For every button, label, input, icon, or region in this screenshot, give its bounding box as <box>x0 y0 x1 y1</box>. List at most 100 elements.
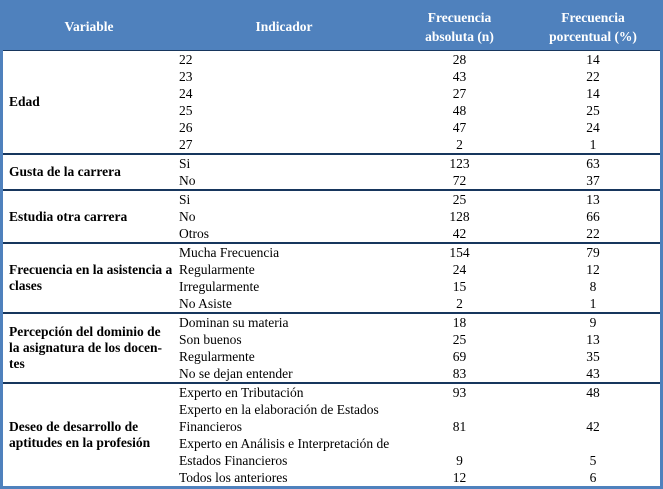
absolute-frequency-cell: 123 <box>449 156 470 171</box>
table-row: 22 28 14 <box>175 51 660 68</box>
table-row: Dominan su materia 18 9 <box>175 314 660 331</box>
absolute-frequency-cell: 83 <box>452 366 467 381</box>
percent-frequency-cell: 5 <box>589 453 597 468</box>
percent-frequency-cell: 43 <box>586 366 600 381</box>
percent-frequency-cell: 66 <box>586 209 600 224</box>
absolute-frequency-line2: absoluta (n) <box>425 29 494 44</box>
indicator-cell: No Asiste <box>179 296 232 311</box>
table-row: Mucha Frecuencia 154 79 <box>175 244 660 261</box>
indicator-cell: Dominan su materia <box>179 315 289 330</box>
indicator-cell: 25 <box>179 103 193 118</box>
table-row: Otros 42 22 <box>175 225 660 242</box>
group-rows: 22 28 14 23 43 22 24 27 14 25 48 25 26 47 24 27 2 1 <box>175 51 660 153</box>
group-rows: Si 123 63 No 72 37 <box>175 155 660 189</box>
absolute-frequency-cell: 2 <box>456 137 463 152</box>
table-group: Frecuencia en la asistencia a clases Much… <box>3 242 660 312</box>
absolute-frequency-cell: 9 <box>456 453 463 468</box>
indicator-cell: No <box>179 209 196 224</box>
column-header-percent-frequency: Frecuencia porcentual (%) <box>526 3 660 50</box>
indicator-cell: Otros <box>179 226 209 241</box>
table-row: 23 43 22 <box>175 68 660 85</box>
percent-frequency-cell: 13 <box>586 192 600 207</box>
percent-frequency-cell: 22 <box>586 69 600 84</box>
table-row: No se dejan entender 83 43 <box>175 365 660 382</box>
variable-cell: Edad <box>9 94 40 109</box>
absolute-frequency-line1: Frecuencia <box>427 10 492 25</box>
column-header-indicador: Indicador <box>175 3 393 50</box>
indicator-cell: 24 <box>179 86 193 101</box>
percent-frequency-cell: 25 <box>586 103 600 118</box>
variable-cell: Frecuencia en la asistencia a clases <box>9 262 173 293</box>
table-row: Irregularmente 15 8 <box>175 278 660 295</box>
column-header-indicador-label: Indicador <box>255 19 313 34</box>
percent-frequency-cell: 63 <box>586 156 600 171</box>
indicator-cell: No <box>179 173 196 188</box>
absolute-frequency-cell: 2 <box>456 296 463 311</box>
percent-frequency-cell: 1 <box>589 296 597 311</box>
table-row: Si 123 63 <box>175 155 660 172</box>
absolute-frequency-cell: 27 <box>452 86 467 101</box>
percent-frequency-cell: 12 <box>586 262 600 277</box>
table-row: No 72 37 <box>175 172 660 189</box>
indicator-cell: Irregularmente <box>179 279 260 294</box>
indicator-cell: No se dejan entender <box>179 366 293 381</box>
column-header-variable: Variable <box>3 3 175 50</box>
percent-frequency-cell: 79 <box>586 245 600 260</box>
indicator-cell: Experto en Tributación <box>179 385 304 400</box>
table-group: Gusta de la carrera Si 123 63 No 72 37 <box>3 153 660 189</box>
group-rows: Experto en Tributación 93 48 Experto en la … <box>175 384 660 486</box>
column-header-absolute-frequency: Frecuencia absoluta (n) <box>393 3 526 50</box>
table-row: Son buenos 25 13 <box>175 331 660 348</box>
table-group: Estudia otra carrera Si 25 13 No 128 66 Otros 42… <box>3 189 660 242</box>
percent-frequency-cell: 22 <box>586 226 600 241</box>
table-row: 27 2 1 <box>175 136 660 153</box>
table-row: Experto en la elaboración de Estados Fin… <box>175 401 660 435</box>
percent-frequency-cell: 6 <box>589 470 597 485</box>
table-row: Regularmente 24 12 <box>175 261 660 278</box>
group-rows: Mucha Frecuencia 154 79 Regularmente 24 12 Irr… <box>175 244 660 312</box>
table-row: 26 47 24 <box>175 119 660 136</box>
absolute-frequency-cell: 18 <box>452 315 467 330</box>
indicator-cell: Si <box>179 156 191 171</box>
group-rows: Dominan su materia 18 9 Son buenos 25 13 Regul… <box>175 314 660 382</box>
percent-frequency-cell: 14 <box>586 86 600 101</box>
table-group: Percepción del dominio de la asignatura … <box>3 312 660 382</box>
indicator-cell: Mucha Frecuencia <box>179 245 280 260</box>
absolute-frequency-cell: 48 <box>452 103 467 118</box>
absolute-frequency-cell: 154 <box>449 245 470 260</box>
table-row: Todos los anteriores 12 6 <box>175 469 660 486</box>
indicator-cell: Si <box>179 192 191 207</box>
table-row: Si 25 13 <box>175 191 660 208</box>
percent-frequency-cell: 9 <box>589 315 597 330</box>
indicator-cell: Todos los anteriores <box>179 470 288 485</box>
variable-cell: Gusta de la carrera <box>9 164 121 179</box>
table-row: 25 48 25 <box>175 102 660 119</box>
absolute-frequency-cell: 25 <box>452 192 467 207</box>
table-row: Experto en Análisis e Interpretación de … <box>175 435 660 469</box>
percent-frequency-cell: 13 <box>586 332 600 347</box>
percent-frequency-line1: Frecuencia <box>561 10 625 25</box>
absolute-frequency-cell: 72 <box>452 173 467 188</box>
table-row: No Asiste 2 1 <box>175 295 660 312</box>
table-row: 24 27 14 <box>175 85 660 102</box>
percent-frequency-cell: 37 <box>586 173 600 188</box>
absolute-frequency-cell: 25 <box>452 332 467 347</box>
table-header-row: Variable Indicador Frecuencia absoluta (… <box>3 3 660 51</box>
percent-frequency-line2: porcentual (%) <box>549 29 637 44</box>
indicator-cell: 27 <box>179 137 193 152</box>
table-row: Experto en Tributación 93 48 <box>175 384 660 401</box>
absolute-frequency-cell: 15 <box>452 279 467 294</box>
absolute-frequency-cell: 43 <box>452 69 467 84</box>
indicator-cell: Experto en Análisis e Interpretación de … <box>179 436 390 468</box>
table-row: No 128 66 <box>175 208 660 225</box>
group-rows: Si 25 13 No 128 66 Otros 42 22 <box>175 191 660 242</box>
indicator-cell: 23 <box>179 69 193 84</box>
percent-frequency-cell: 42 <box>586 419 600 434</box>
table-group: Edad 22 28 14 23 43 22 24 27 14 25 48 25 26 47 24 27 2 1 <box>3 51 660 153</box>
percent-frequency-cell: 8 <box>589 279 597 294</box>
variable-cell: Estudia otra carrera <box>9 208 128 224</box>
indicator-cell: Son buenos <box>179 332 242 347</box>
absolute-frequency-cell: 81 <box>452 419 467 434</box>
absolute-frequency-cell: 93 <box>452 385 467 400</box>
